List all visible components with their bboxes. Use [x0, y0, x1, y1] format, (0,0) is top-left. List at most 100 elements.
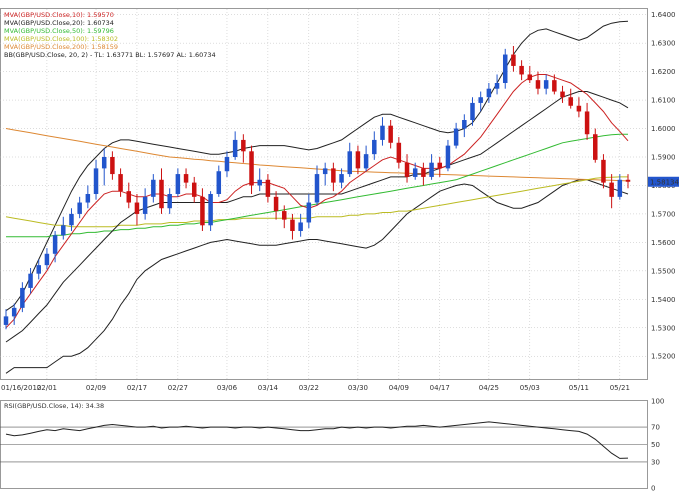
candle-body	[224, 157, 230, 172]
candle-body	[151, 179, 156, 197]
legend-entry: MVA(GBP/USD.Close,20): 1.60734	[4, 19, 114, 27]
legend-entry: BB(GBP/USD.Close, 20, 2) - TL: 1.63771 B…	[4, 51, 216, 59]
candle-body	[347, 151, 352, 175]
candle-body	[126, 191, 132, 203]
y-tick-label: 1.5500	[651, 267, 676, 275]
rsi-tick-label: 0	[651, 485, 655, 493]
candle-body	[200, 196, 205, 226]
bb-upper-line	[5, 20, 629, 312]
last-price-box	[648, 176, 679, 187]
candle-body	[445, 145, 451, 169]
rsi-label: RSI(GBP/USD.Close, 14): 34.38	[4, 402, 104, 410]
legend-entry: MVA(GBP/USD.Close,50): 1.59796	[4, 27, 114, 35]
candle-body	[36, 265, 41, 274]
rsi-tick-label: 50	[651, 441, 660, 449]
y-tick-label: 1.6400	[651, 11, 676, 19]
rsi-line	[5, 421, 629, 459]
candle-body	[543, 80, 549, 89]
x-tick-label: 04/09	[389, 384, 409, 392]
rsi-tick-label: 70	[651, 424, 660, 432]
y-tick-label: 1.5600	[651, 239, 676, 247]
candle-body	[20, 287, 25, 308]
y-tick-label: 1.5700	[651, 210, 676, 218]
x-tick-label: 02/09	[86, 384, 106, 392]
candle-body	[298, 222, 303, 231]
candle-body	[331, 168, 336, 183]
candle-body	[257, 179, 262, 186]
candle-body	[118, 174, 123, 192]
candle-body	[388, 125, 393, 143]
x-tick-label: 05/03	[520, 384, 540, 392]
x-tick-label: 03/22	[299, 384, 319, 392]
rsi-y-axis: 100 70 50 30 0	[651, 398, 664, 493]
candle-body	[412, 168, 418, 177]
candle-body	[282, 211, 287, 220]
candle-body	[11, 307, 17, 317]
bb-lower-line	[5, 179, 629, 374]
y-tick-label: 1.5400	[651, 296, 676, 304]
y-tick-label: 1.5300	[651, 324, 676, 332]
x-tick-label: 03/14	[258, 384, 279, 392]
candle-body	[486, 88, 492, 98]
candle-body	[85, 194, 91, 203]
candle-body	[52, 235, 58, 254]
candle-body	[429, 162, 434, 177]
candle-body	[502, 54, 508, 83]
candle-body	[511, 54, 516, 66]
x-tick-label: 02/27	[168, 384, 188, 392]
candle-body	[453, 128, 459, 146]
candle-body	[339, 174, 344, 183]
rsi-tick-label: 30	[651, 458, 660, 466]
candle-body	[208, 194, 213, 226]
candle-body	[593, 134, 598, 160]
candle-body	[306, 202, 312, 223]
candle-body	[322, 168, 328, 175]
x-tick-label: 03/06	[217, 384, 238, 392]
legend: MVA(GBP/USD.Close,10): 1.59570MVA(GBP/US…	[4, 11, 216, 59]
candle-body	[28, 273, 33, 288]
legend-entry: MVA(GBP/USD.Close,200): 1.58159	[4, 43, 118, 51]
candle-body	[380, 125, 385, 140]
candle-body	[232, 139, 238, 157]
y-tick-label: 1.5200	[651, 353, 676, 361]
legend-entry: MVA(GBP/USD.Close,10): 1.59570	[4, 11, 114, 19]
candle-body	[584, 111, 590, 135]
x-tick-label: 02/01	[37, 384, 57, 392]
candle-body	[421, 168, 426, 177]
candle-body	[527, 74, 533, 81]
ma10-line	[5, 74, 629, 329]
candle-body	[601, 159, 606, 183]
candle-body	[69, 213, 74, 226]
candle-body	[93, 168, 99, 194]
candle-body	[44, 253, 50, 266]
y-tick-label: 1.5900	[651, 154, 676, 162]
x-tick-label: 05/21	[610, 384, 630, 392]
candle-body	[552, 80, 557, 92]
candle-body	[519, 65, 524, 75]
candle-body	[61, 225, 66, 236]
candle-body	[175, 174, 181, 194]
candle-body	[273, 196, 279, 212]
candle-body	[355, 151, 361, 169]
x-tick-label: 02/17	[127, 384, 147, 392]
x-tick-label: 04/25	[479, 384, 499, 392]
candle-body	[3, 316, 9, 325]
candle-body	[609, 182, 614, 197]
candle-body	[437, 162, 443, 169]
candle-body	[470, 102, 475, 120]
candle-body	[167, 194, 172, 209]
ma100-line	[5, 176, 628, 228]
candle-body	[159, 179, 164, 209]
candlesticks	[3, 46, 631, 330]
candle-body	[77, 202, 82, 214]
x-tick-label: 03/30	[348, 384, 368, 392]
candle-body	[494, 83, 500, 89]
candle-body	[249, 151, 254, 186]
rsi-line-group	[5, 421, 629, 459]
candle-body	[191, 182, 197, 197]
candle-body	[363, 154, 369, 169]
candle-body	[396, 142, 402, 163]
